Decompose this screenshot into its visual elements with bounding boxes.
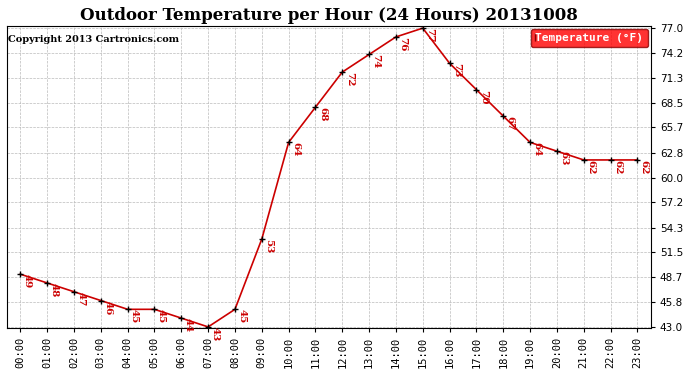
Title: Outdoor Temperature per Hour (24 Hours) 20131008: Outdoor Temperature per Hour (24 Hours) … bbox=[80, 7, 578, 24]
Text: 77: 77 bbox=[425, 28, 434, 43]
Text: 62: 62 bbox=[586, 160, 595, 174]
Text: 62: 62 bbox=[640, 160, 649, 174]
Text: 46: 46 bbox=[104, 300, 112, 315]
Text: 62: 62 bbox=[613, 160, 622, 174]
Text: 48: 48 bbox=[50, 283, 59, 297]
Text: 45: 45 bbox=[157, 309, 166, 324]
Text: 44: 44 bbox=[184, 318, 193, 332]
Text: 45: 45 bbox=[237, 309, 246, 324]
Text: 53: 53 bbox=[264, 239, 273, 253]
Text: 74: 74 bbox=[371, 54, 381, 69]
Legend: Temperature (°F): Temperature (°F) bbox=[531, 28, 648, 47]
Text: 76: 76 bbox=[398, 37, 407, 51]
Text: 67: 67 bbox=[506, 116, 515, 130]
Text: 64: 64 bbox=[291, 142, 300, 157]
Text: 49: 49 bbox=[23, 274, 32, 288]
Text: 43: 43 bbox=[210, 327, 219, 341]
Text: Copyright 2013 Cartronics.com: Copyright 2013 Cartronics.com bbox=[8, 34, 179, 44]
Text: 72: 72 bbox=[345, 72, 354, 87]
Text: 47: 47 bbox=[77, 292, 86, 306]
Text: 63: 63 bbox=[560, 151, 569, 165]
Text: 70: 70 bbox=[479, 90, 488, 104]
Text: 45: 45 bbox=[130, 309, 139, 324]
Text: 68: 68 bbox=[318, 107, 327, 122]
Text: 73: 73 bbox=[452, 63, 461, 78]
Text: 64: 64 bbox=[533, 142, 542, 157]
